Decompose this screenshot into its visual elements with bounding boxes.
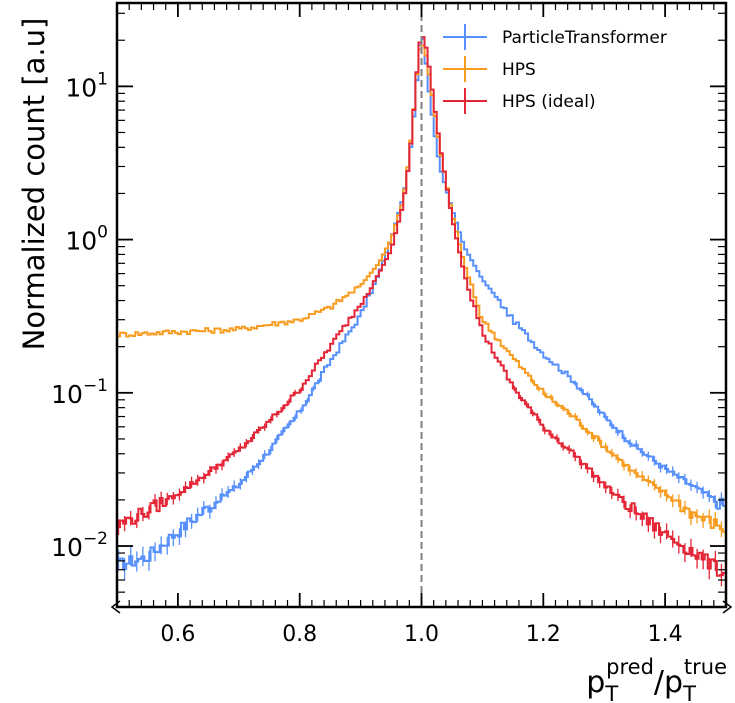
x-axis-left-arrow bbox=[110, 600, 121, 614]
x-tick-label: 1.4 bbox=[648, 622, 683, 647]
y-tick-label: 100 bbox=[65, 223, 108, 256]
x-axis-title: pTpred/pTtrue bbox=[586, 655, 727, 703]
legend-label: ParticleTransformer bbox=[502, 28, 667, 48]
y-axis-title: Normalized count [a.u] bbox=[17, 18, 51, 351]
y-tick-label: 101 bbox=[65, 69, 108, 102]
x-title-sup: pred bbox=[606, 655, 654, 679]
y-tick-label: 10−2 bbox=[51, 529, 108, 562]
legend-item: ParticleTransformer bbox=[443, 24, 667, 50]
x-title-base: p bbox=[586, 665, 605, 700]
x-title-separator: / bbox=[654, 665, 665, 700]
legend-label: HPS bbox=[502, 60, 536, 80]
legend-label: HPS (ideal) bbox=[502, 92, 596, 112]
x-tick-label: 0.8 bbox=[282, 622, 317, 647]
x-tick-label: 1.2 bbox=[526, 622, 561, 647]
legend-item: HPS (ideal) bbox=[443, 88, 596, 114]
x-title-sup2: true bbox=[684, 655, 727, 679]
y-axis: 10−2 10−1 100 101 bbox=[51, 12, 726, 608]
legend: ParticleTransformer HPS HPS (ideal) bbox=[443, 24, 667, 114]
x-axis: 0.6 0.8 1.0 1.2 1.4 bbox=[110, 3, 733, 647]
x-title-sub: T bbox=[604, 682, 618, 703]
y-tick-label: 10−1 bbox=[51, 376, 108, 409]
x-title-sub2: T bbox=[682, 682, 696, 703]
x-axis-right-arrow bbox=[722, 600, 733, 614]
x-tick-label: 0.6 bbox=[160, 622, 195, 647]
x-title-base2: p bbox=[664, 665, 683, 700]
legend-item: HPS bbox=[443, 56, 536, 82]
x-tick-label: 1.0 bbox=[404, 622, 439, 647]
